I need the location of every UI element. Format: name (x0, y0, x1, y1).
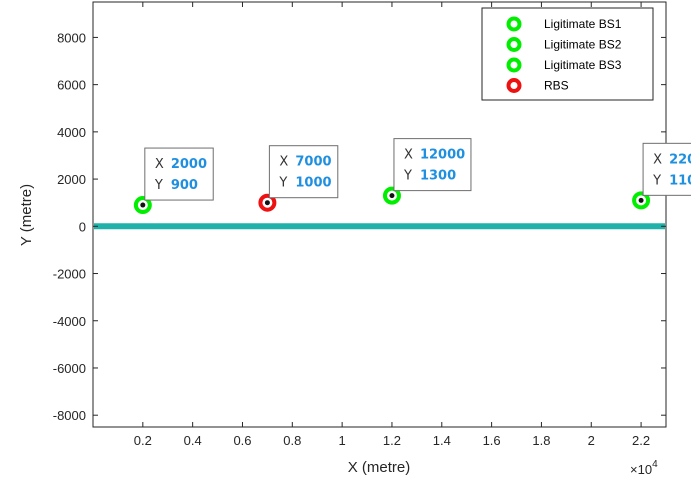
legend-marker (506, 16, 522, 32)
x-tick-label: 1 (339, 433, 346, 448)
legend-marker (506, 78, 522, 93)
datatip-x-value: 22000 (669, 152, 691, 167)
x-tick-label: 2 (588, 433, 595, 448)
x-tick-label: 1.8 (532, 433, 550, 448)
datatip-anchor-dot (264, 200, 270, 206)
x-tick-label: 0.2 (134, 433, 152, 448)
datatip-y-value: 1000 (295, 176, 331, 191)
x-exponent-base: ×10 (630, 462, 652, 477)
datatip-y-value: 1100 (669, 173, 691, 188)
legend-label: Ligitimate BS3 (544, 58, 622, 72)
x-tick-label: 1.6 (483, 433, 501, 448)
datatip-box (393, 138, 472, 192)
datatip: X 22000 Y 1100 (642, 142, 691, 196)
y-axis-label: Y (metre) (18, 184, 35, 246)
datatip-x-key: X (653, 152, 662, 167)
legend-label: RBS (544, 79, 569, 93)
data-marker (133, 196, 152, 215)
legend-label: Ligitimate BS1 (544, 17, 622, 31)
datatip-box (144, 147, 214, 201)
data-markers (133, 186, 651, 215)
data-marker (258, 193, 277, 212)
y-tick-label: -2000 (53, 267, 86, 282)
x-tick-label: 0.6 (233, 433, 251, 448)
datatip-x-value: 2000 (171, 157, 207, 172)
datatip-box (642, 142, 691, 196)
y-tick-label: -8000 (53, 408, 86, 423)
datatip-y-value: 900 (171, 178, 198, 193)
y-tick-label: -6000 (53, 361, 86, 376)
datatip-x-key: X (279, 155, 288, 170)
legend-label: Ligitimate BS2 (544, 38, 622, 52)
x-tick-label: 1.2 (383, 433, 401, 448)
legend: Ligitimate BS1 Ligitimate BS2 Ligitimate B… (481, 7, 654, 101)
datatip-x-value: 7000 (295, 155, 331, 170)
datatip-y-key: Y (154, 178, 163, 193)
x-tick-label: 0.8 (283, 433, 301, 448)
datatip: X 2000 Y 900 (144, 147, 214, 201)
y-tick-label: -4000 (53, 314, 86, 329)
x-tick-label: 0.4 (184, 433, 202, 448)
datatip-y-value: 1300 (420, 169, 456, 184)
datatip-x-key: X (404, 148, 413, 163)
y-tick-label: 4000 (57, 125, 86, 140)
datatip: X 12000 Y 1300 (393, 138, 472, 192)
legend-marker (506, 57, 522, 73)
x-axis-exponent: ×104 (630, 459, 658, 477)
datatip-anchor-dot (638, 197, 644, 203)
x-axis-ticks: 0.2 0.4 0.6 0.8 1 1.2 1.4 1.6 1.8 2 2.2 (134, 2, 650, 448)
x-tick-label: 1.4 (433, 433, 451, 448)
x-exponent-power: 4 (652, 459, 658, 470)
legend-marker (506, 37, 522, 52)
datatip-y-key: Y (403, 169, 412, 184)
datatip-anchor-dot (389, 193, 395, 199)
datatip-x-value: 12000 (420, 148, 465, 163)
data-marker (632, 191, 651, 210)
y-tick-label: 6000 (57, 78, 86, 93)
y-tick-label: 8000 (57, 30, 86, 45)
data-marker (382, 186, 401, 205)
datatip-box (268, 145, 339, 199)
datatip-anchor-dot (140, 202, 146, 208)
y-tick-label: 2000 (57, 172, 86, 187)
datatip-y-key: Y (278, 176, 287, 191)
x-tick-label: 2.2 (632, 433, 650, 448)
y-tick-label: 0 (79, 219, 86, 234)
y-axis-ticks: 8000 6000 4000 2000 0 -2000 -4000 -6000 -8000 (53, 30, 666, 423)
datatip: X 7000 Y 1000 (268, 145, 339, 199)
data-tips: X 2000 Y 900 X 7000 Y 1000 X 12000 Y 1300 X 22000 Y 110… (144, 138, 691, 201)
x-axis-label: X (metre) (348, 459, 411, 476)
datatip-x-key: X (155, 157, 164, 172)
datatip-y-key: Y (652, 173, 661, 188)
